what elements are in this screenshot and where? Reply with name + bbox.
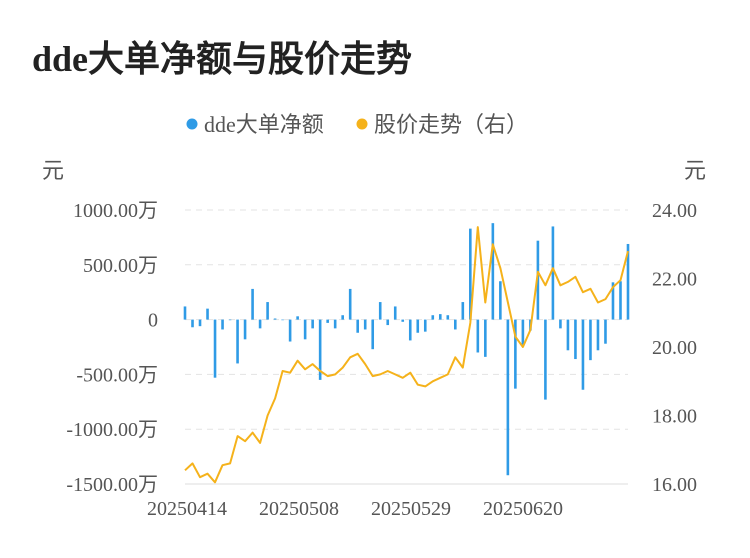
dde-bar [236, 319, 239, 364]
right-axis-tick: 16.00 [652, 474, 697, 496]
dde-bar [438, 314, 442, 320]
dde-bar [484, 319, 487, 357]
dde-bar [333, 319, 337, 329]
x-axis-label: 20250508 [259, 498, 339, 520]
x-axis-label: 20250414 [147, 498, 227, 520]
dde-bar [566, 319, 570, 351]
dde-bar [371, 319, 375, 350]
legend-label-price: 股价走势（右） [374, 112, 528, 137]
dde-bar [454, 319, 457, 330]
right-axis-unit: 元 [684, 158, 706, 183]
dde-bar [461, 302, 465, 320]
page-title: dde大单净额与股价走势 [32, 39, 413, 79]
dde-bar [416, 319, 420, 333]
dde-bar [446, 315, 450, 320]
dde-bar [393, 306, 397, 320]
dde-bar [326, 319, 329, 323]
left-axis-tick: -500.00万 [76, 364, 158, 386]
dde-bar [363, 319, 367, 330]
dde-bar [221, 319, 224, 330]
dde-bar [536, 240, 540, 320]
dde-bar [551, 226, 555, 320]
dde-bar [431, 315, 435, 320]
dde-bar [243, 319, 247, 340]
legend-dot-price [356, 118, 368, 130]
x-axis-label: 20250620 [483, 498, 563, 520]
left-axis-tick: -1500.00万 [66, 474, 158, 496]
left-axis-tick: 1000.00万 [73, 200, 158, 222]
right-axis-tick: 22.00 [652, 269, 697, 291]
dde-bar [626, 243, 630, 320]
dde-bar [423, 319, 427, 332]
dde-bar [303, 319, 307, 340]
dde-bar [183, 306, 187, 320]
dde-bar [378, 302, 382, 320]
dde-bar [499, 281, 502, 320]
dde-bar [514, 319, 517, 389]
dde-bar [251, 288, 254, 320]
dde-bar [604, 319, 607, 344]
dde-bar [401, 319, 405, 322]
dde-bar [288, 319, 292, 342]
dde-bar [266, 302, 269, 320]
price-line [184, 226, 629, 484]
dde-bar [341, 315, 344, 320]
dde-bar [611, 282, 615, 320]
dde-bar [206, 308, 209, 320]
dde-bar [506, 319, 510, 476]
dde-bar [596, 319, 600, 351]
dde-bar [228, 319, 232, 321]
left-axis-tick: 0 [148, 310, 158, 332]
dde-bar [476, 319, 480, 353]
dde-bar [281, 319, 284, 321]
dde-bar [311, 319, 314, 329]
dde-bar [521, 319, 525, 345]
dde-bar [544, 319, 547, 400]
dde-bar [191, 319, 194, 328]
dde-bar [589, 319, 592, 361]
dde-bar [318, 319, 322, 380]
left-axis-unit: 元 [42, 158, 64, 183]
dde-bar [491, 223, 495, 320]
left-axis-tick: -1000.00万 [66, 419, 158, 441]
legend-label-dde: dde大单净额 [204, 112, 324, 137]
dde-bar [581, 319, 585, 390]
dde-bar [469, 228, 472, 320]
dde-bar [198, 319, 202, 327]
legend-dot-dde [186, 118, 198, 130]
right-axis-tick: 20.00 [652, 337, 697, 359]
dde-bar [356, 319, 359, 333]
dde-bar [619, 281, 622, 320]
dde-bar [273, 318, 277, 320]
dde-bar [296, 316, 299, 320]
dde-bar [258, 319, 262, 329]
dde-bar [574, 319, 577, 360]
right-axis-tick: 18.00 [652, 406, 697, 428]
left-axis-tick: 500.00万 [83, 255, 158, 277]
dde-bar [386, 319, 390, 326]
dde-bar [559, 319, 562, 329]
dde-bar [213, 319, 217, 378]
dde-bar [408, 319, 412, 341]
x-axis-label: 20250529 [371, 498, 451, 520]
right-axis-tick: 24.00 [652, 200, 697, 222]
dde-bar [348, 288, 352, 320]
